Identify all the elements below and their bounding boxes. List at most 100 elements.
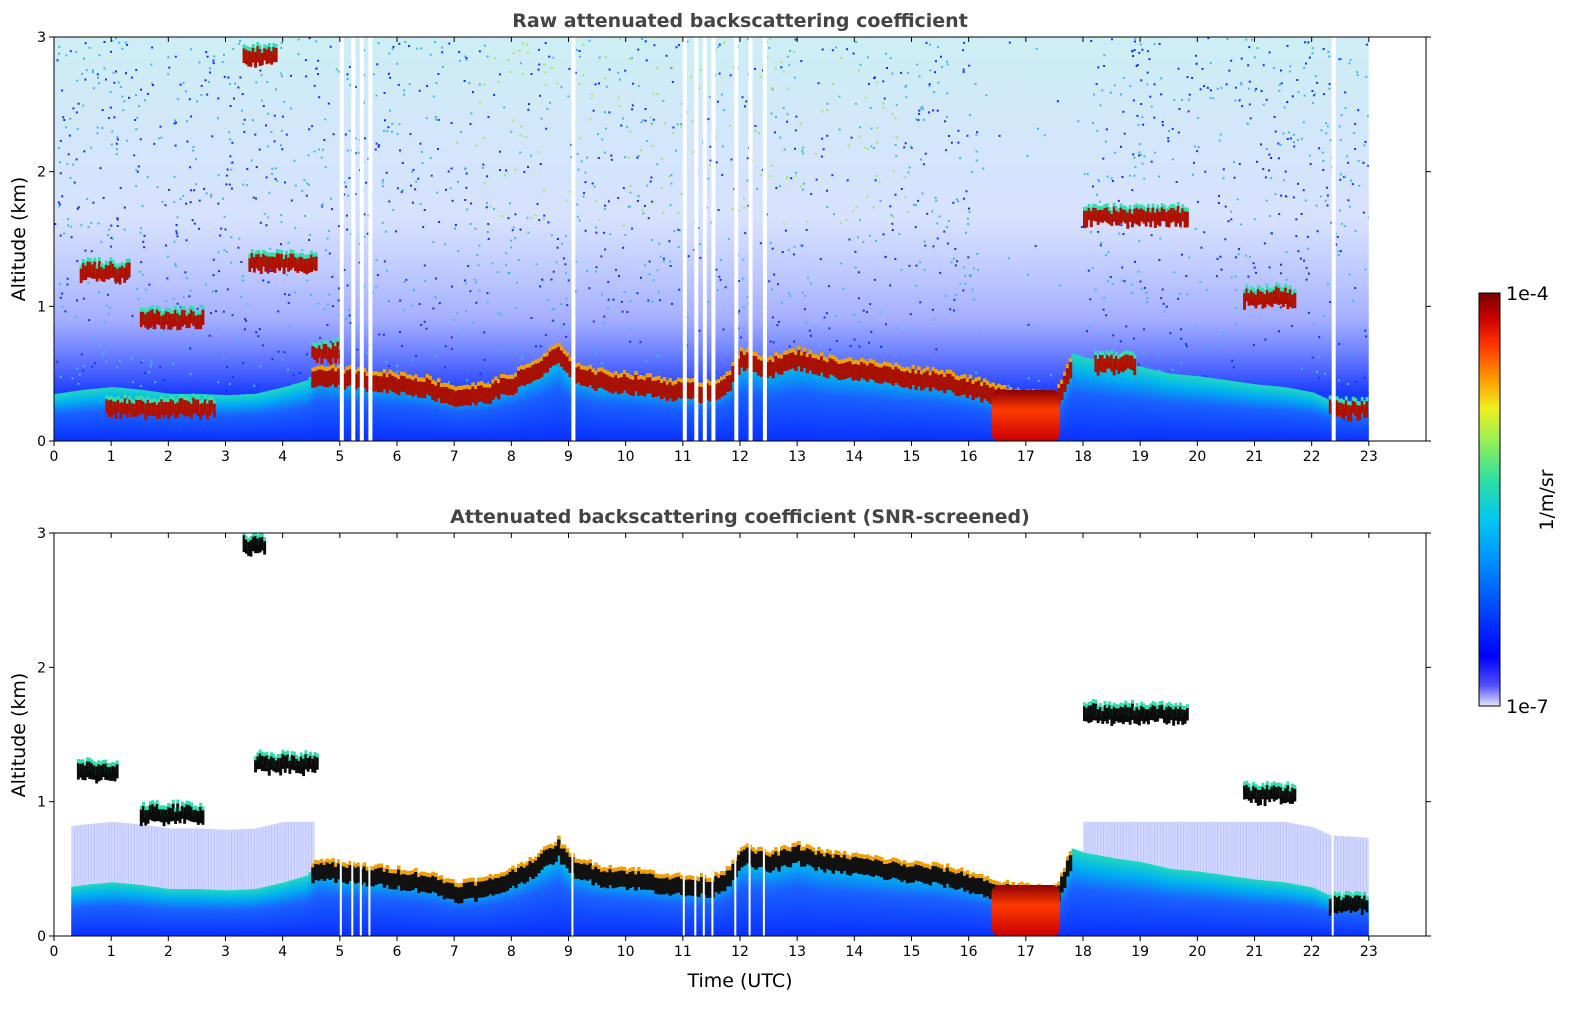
- noise-pixel: [858, 70, 860, 72]
- noise-pixel: [932, 109, 934, 111]
- noise-pixel: [846, 48, 848, 50]
- noise-pixel: [281, 221, 283, 223]
- noise-pixel: [136, 288, 138, 290]
- noise-pixel: [658, 291, 660, 293]
- noise-pixel: [426, 328, 428, 330]
- noise-pixel: [829, 349, 831, 351]
- noise-pixel: [210, 196, 212, 198]
- noise-pixel: [385, 361, 387, 363]
- noise-pixel: [1249, 81, 1251, 83]
- noise-pixel: [117, 138, 119, 140]
- noise-pixel: [1254, 218, 1256, 220]
- noise-pixel: [205, 79, 207, 81]
- noise-pixel: [1280, 70, 1282, 72]
- noise-pixel: [1338, 254, 1340, 256]
- noise-pixel: [500, 314, 502, 316]
- noise-pixel: [402, 162, 404, 164]
- noise-pixel: [243, 131, 245, 133]
- noise-pixel: [499, 151, 501, 153]
- noise-pixel: [271, 168, 273, 170]
- noise-pixel: [871, 128, 873, 130]
- noise-pixel: [1231, 360, 1233, 362]
- noise-pixel: [259, 328, 261, 330]
- noise-pixel: [855, 266, 857, 268]
- noise-pixel: [143, 246, 145, 248]
- noise-pixel: [280, 47, 282, 49]
- noise-pixel: [174, 123, 176, 125]
- noise-pixel: [1301, 213, 1303, 215]
- noise-pixel: [1151, 161, 1153, 163]
- noise-pixel: [222, 61, 224, 63]
- noise-pixel: [264, 213, 266, 215]
- noise-pixel: [76, 299, 78, 301]
- noise-pixel: [493, 208, 495, 210]
- noise-pixel: [760, 174, 762, 176]
- noise-pixel: [897, 327, 899, 329]
- noise-pixel: [1059, 284, 1061, 286]
- noise-pixel: [186, 141, 188, 143]
- noise-pixel: [190, 116, 192, 118]
- noise-pixel: [205, 284, 207, 286]
- noise-pixel: [499, 73, 501, 75]
- noise-pixel: [246, 168, 248, 170]
- noise-pixel: [965, 232, 967, 234]
- noise-pixel: [719, 73, 721, 75]
- noise-pixel: [1222, 332, 1224, 334]
- noise-pixel: [510, 131, 512, 133]
- noise-pixel: [1188, 99, 1190, 101]
- noise-pixel: [671, 67, 673, 69]
- noise-pixel: [437, 73, 439, 75]
- noise-pixel: [230, 236, 232, 238]
- noise-pixel: [531, 217, 533, 219]
- noise-pixel: [941, 66, 943, 68]
- noise-pixel: [1118, 200, 1120, 202]
- noise-pixel: [591, 346, 593, 348]
- noise-pixel: [435, 297, 437, 299]
- noise-pixel: [822, 110, 824, 112]
- noise-pixel: [104, 322, 106, 324]
- band-edge: [451, 879, 455, 883]
- noise-pixel: [483, 84, 485, 86]
- noise-pixel: [746, 180, 748, 182]
- noise-pixel: [150, 365, 152, 367]
- band-edge: [437, 378, 441, 382]
- noise-pixel: [229, 184, 231, 186]
- noise-pixel: [452, 319, 454, 321]
- noise-pixel: [924, 241, 926, 243]
- noise-pixel: [913, 204, 915, 206]
- noise-pixel: [115, 71, 117, 73]
- noise-pixel: [230, 262, 232, 264]
- noise-pixel: [1084, 173, 1086, 175]
- noise-pixel: [626, 311, 628, 313]
- noise-pixel: [1036, 48, 1038, 50]
- noise-pixel: [786, 121, 788, 123]
- noise-pixel: [176, 224, 178, 226]
- noise-pixel: [619, 38, 621, 40]
- noise-pixel: [951, 261, 953, 263]
- noise-pixel: [206, 192, 208, 194]
- noise-pixel: [823, 148, 825, 150]
- noise-pixel: [1293, 141, 1295, 143]
- noise-pixel: [476, 145, 478, 147]
- noise-pixel: [530, 155, 532, 157]
- noise-pixel: [999, 135, 1001, 137]
- noise-pixel: [364, 137, 366, 139]
- x-tick-label: 4: [278, 449, 287, 465]
- noise-pixel: [328, 230, 330, 232]
- noise-pixel: [209, 72, 211, 74]
- noise-pixel: [190, 290, 192, 292]
- noise-pixel: [1140, 281, 1142, 283]
- noise-pixel: [858, 297, 860, 299]
- noise-pixel: [1347, 383, 1349, 385]
- noise-pixel: [1320, 129, 1322, 131]
- noise-pixel: [411, 305, 413, 307]
- noise-pixel: [182, 195, 184, 197]
- noise-pixel: [617, 72, 619, 74]
- noise-pixel: [213, 274, 215, 276]
- noise-pixel: [586, 157, 588, 159]
- noise-pixel: [819, 345, 821, 347]
- noise-pixel: [218, 174, 220, 176]
- noise-pixel: [622, 247, 624, 249]
- noise-pixel: [467, 265, 469, 267]
